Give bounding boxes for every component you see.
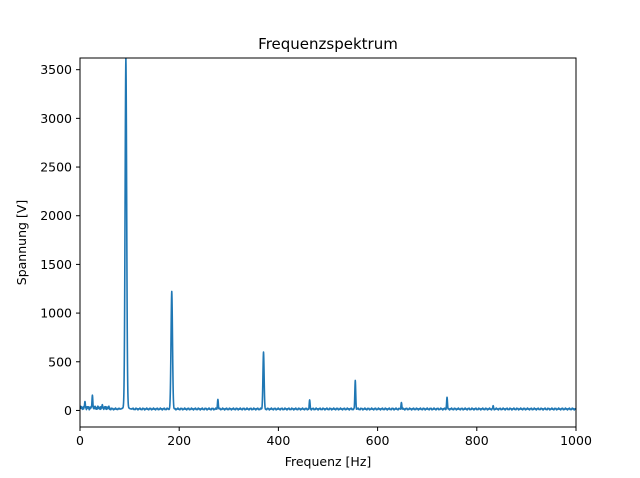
x-tick-label: 800 [465, 433, 489, 448]
y-tick-label: 0 [64, 403, 72, 418]
spectrum-line [80, 58, 576, 411]
y-tick-label: 500 [48, 354, 72, 369]
x-tick-label: 400 [266, 433, 290, 448]
y-axis-ticks: 0 500 1000 1500 2000 2500 3000 3500 [40, 62, 80, 418]
x-tick-label: 200 [167, 433, 191, 448]
y-tick-label: 2000 [40, 208, 72, 223]
y-axis-label: Spannung [V] [14, 200, 29, 285]
y-tick-label: 1500 [40, 257, 72, 272]
y-tick-label: 3000 [40, 111, 72, 126]
x-tick-label: 1000 [560, 433, 592, 448]
y-tick-label: 2500 [40, 160, 72, 175]
chart-title: Frequenzspektrum [258, 35, 398, 53]
x-axis-label: Frequenz [Hz] [285, 454, 372, 469]
x-tick-label: 0 [76, 433, 84, 448]
x-axis-ticks: 0 200 400 600 800 1000 [76, 427, 592, 448]
x-tick-label: 600 [366, 433, 390, 448]
y-tick-label: 1000 [40, 306, 72, 321]
plot-frame [79, 57, 577, 428]
plot-layer [80, 58, 576, 411]
y-tick-label: 3500 [40, 62, 72, 77]
